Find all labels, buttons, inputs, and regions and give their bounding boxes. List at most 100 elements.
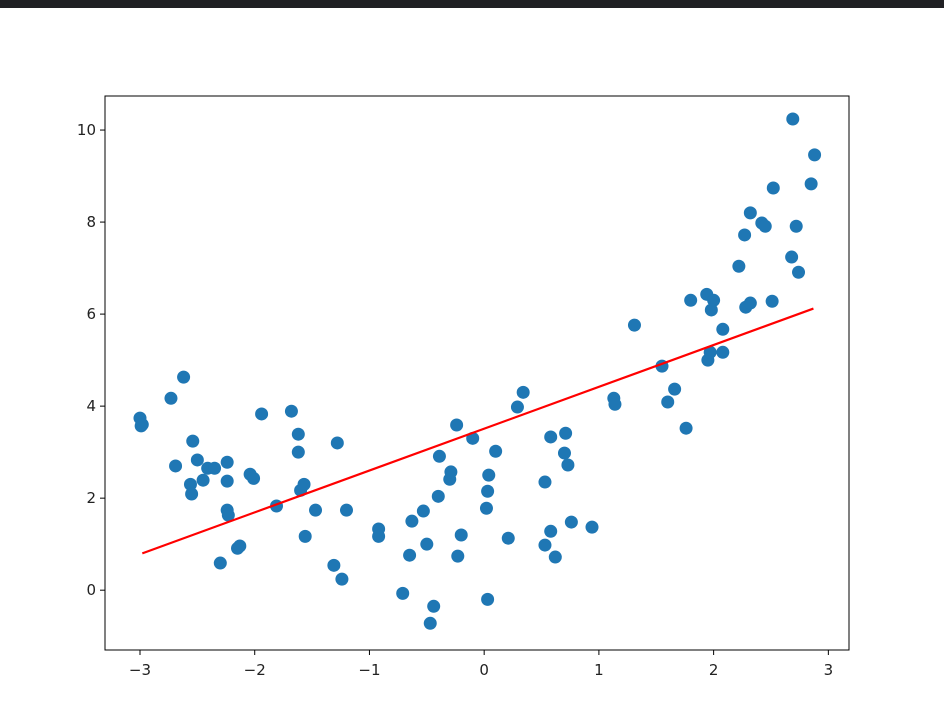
- scatter-point: [544, 524, 558, 538]
- scatter-point: [177, 370, 191, 384]
- scatter-point: [213, 556, 227, 570]
- scatter-point: [339, 503, 353, 517]
- scatter-point: [732, 259, 746, 273]
- scatter-point: [561, 458, 575, 472]
- scatter-point: [405, 514, 419, 528]
- scatter-point: [164, 391, 178, 405]
- scatter-point: [208, 461, 222, 475]
- scatter-point: [559, 426, 573, 440]
- scatter-point: [489, 444, 503, 458]
- scatter-point: [804, 177, 818, 191]
- x-tick-label: −1: [358, 661, 380, 679]
- scatter-point: [423, 616, 437, 630]
- scatter-point: [789, 219, 803, 233]
- scatter-point: [255, 407, 269, 421]
- scatter-point: [247, 471, 261, 485]
- scatter-point: [190, 453, 204, 467]
- scatter-point: [220, 474, 234, 488]
- scatter-point: [291, 445, 305, 459]
- scatter-point: [661, 395, 675, 409]
- scatter-point: [627, 318, 641, 332]
- scatter-point: [679, 421, 693, 435]
- scatter-point: [330, 436, 344, 450]
- scatter-point: [396, 586, 410, 600]
- scatter-point: [327, 558, 341, 572]
- scatter-point: [585, 520, 599, 534]
- scatter-point: [297, 477, 311, 491]
- scatter-point: [220, 455, 234, 469]
- scatter-point: [298, 529, 312, 543]
- y-tick-label: 0: [86, 581, 96, 599]
- scatter-point: [309, 503, 323, 517]
- scatter-point: [482, 468, 496, 482]
- scatter-point: [420, 537, 434, 551]
- scatter-point: [372, 529, 386, 543]
- scatter-point: [668, 382, 682, 396]
- scatter-point: [403, 548, 417, 562]
- scatter-point: [185, 487, 199, 501]
- y-tick-label: 6: [86, 305, 96, 323]
- scatter-point: [716, 322, 730, 336]
- top-bar: [0, 0, 944, 8]
- scatter-point: [186, 434, 200, 448]
- scatter-point: [544, 430, 558, 444]
- scatter-point: [684, 293, 698, 307]
- scatter-point: [703, 345, 717, 359]
- scatter-point: [516, 385, 530, 399]
- scatter-point: [481, 592, 495, 606]
- scatter-point: [135, 418, 149, 432]
- scatter-point: [738, 228, 752, 242]
- scatter-point: [169, 459, 183, 473]
- scatter-point: [743, 296, 757, 310]
- scatter-point: [284, 404, 298, 418]
- x-tick-label: −3: [129, 661, 151, 679]
- x-tick-label: −2: [244, 661, 266, 679]
- scatter-point: [183, 477, 197, 491]
- x-tick-label: 1: [594, 661, 604, 679]
- scatter-point: [444, 465, 458, 479]
- scatter-point: [427, 599, 441, 613]
- scatter-point: [608, 397, 622, 411]
- axes-frame: [104, 95, 850, 651]
- scatter-point: [765, 294, 779, 308]
- scatter-point: [481, 484, 495, 498]
- scatter-point: [808, 148, 822, 162]
- scatter-point: [743, 206, 757, 220]
- x-tick-label: 0: [479, 661, 489, 679]
- scatter-point: [233, 539, 247, 553]
- scatter-point: [785, 250, 799, 264]
- scatter-point: [432, 449, 446, 463]
- y-tick-label: 10: [77, 121, 96, 139]
- scatter-point: [538, 538, 552, 552]
- scatter-point: [548, 550, 562, 564]
- scatter-point: [451, 549, 465, 563]
- scatter-point: [786, 112, 800, 126]
- y-tick-label: 4: [86, 397, 96, 415]
- scatter-point: [335, 572, 349, 586]
- scatter-point: [221, 508, 235, 522]
- scatter-point: [501, 531, 515, 545]
- scatter-point: [704, 303, 718, 317]
- scatter-point: [416, 504, 430, 518]
- scatter-point: [564, 515, 578, 529]
- scatter-point: [479, 501, 493, 515]
- scatter-point: [766, 181, 780, 195]
- fit-line: [141, 307, 814, 555]
- scatter-point: [716, 345, 730, 359]
- scatter-point: [758, 219, 772, 233]
- scatter-point: [557, 446, 571, 460]
- scatter-point: [450, 418, 464, 432]
- scatter-point: [431, 489, 445, 503]
- y-tick-label: 2: [86, 489, 96, 507]
- scatter-point: [196, 473, 210, 487]
- y-tick-label: 8: [86, 213, 96, 231]
- scatter-point: [538, 475, 552, 489]
- x-tick-label: 3: [824, 661, 834, 679]
- x-tick-label: 2: [709, 661, 719, 679]
- scatter-point: [291, 427, 305, 441]
- scatter-point: [510, 400, 524, 414]
- scatter-point: [454, 528, 468, 542]
- scatter-point: [792, 265, 806, 279]
